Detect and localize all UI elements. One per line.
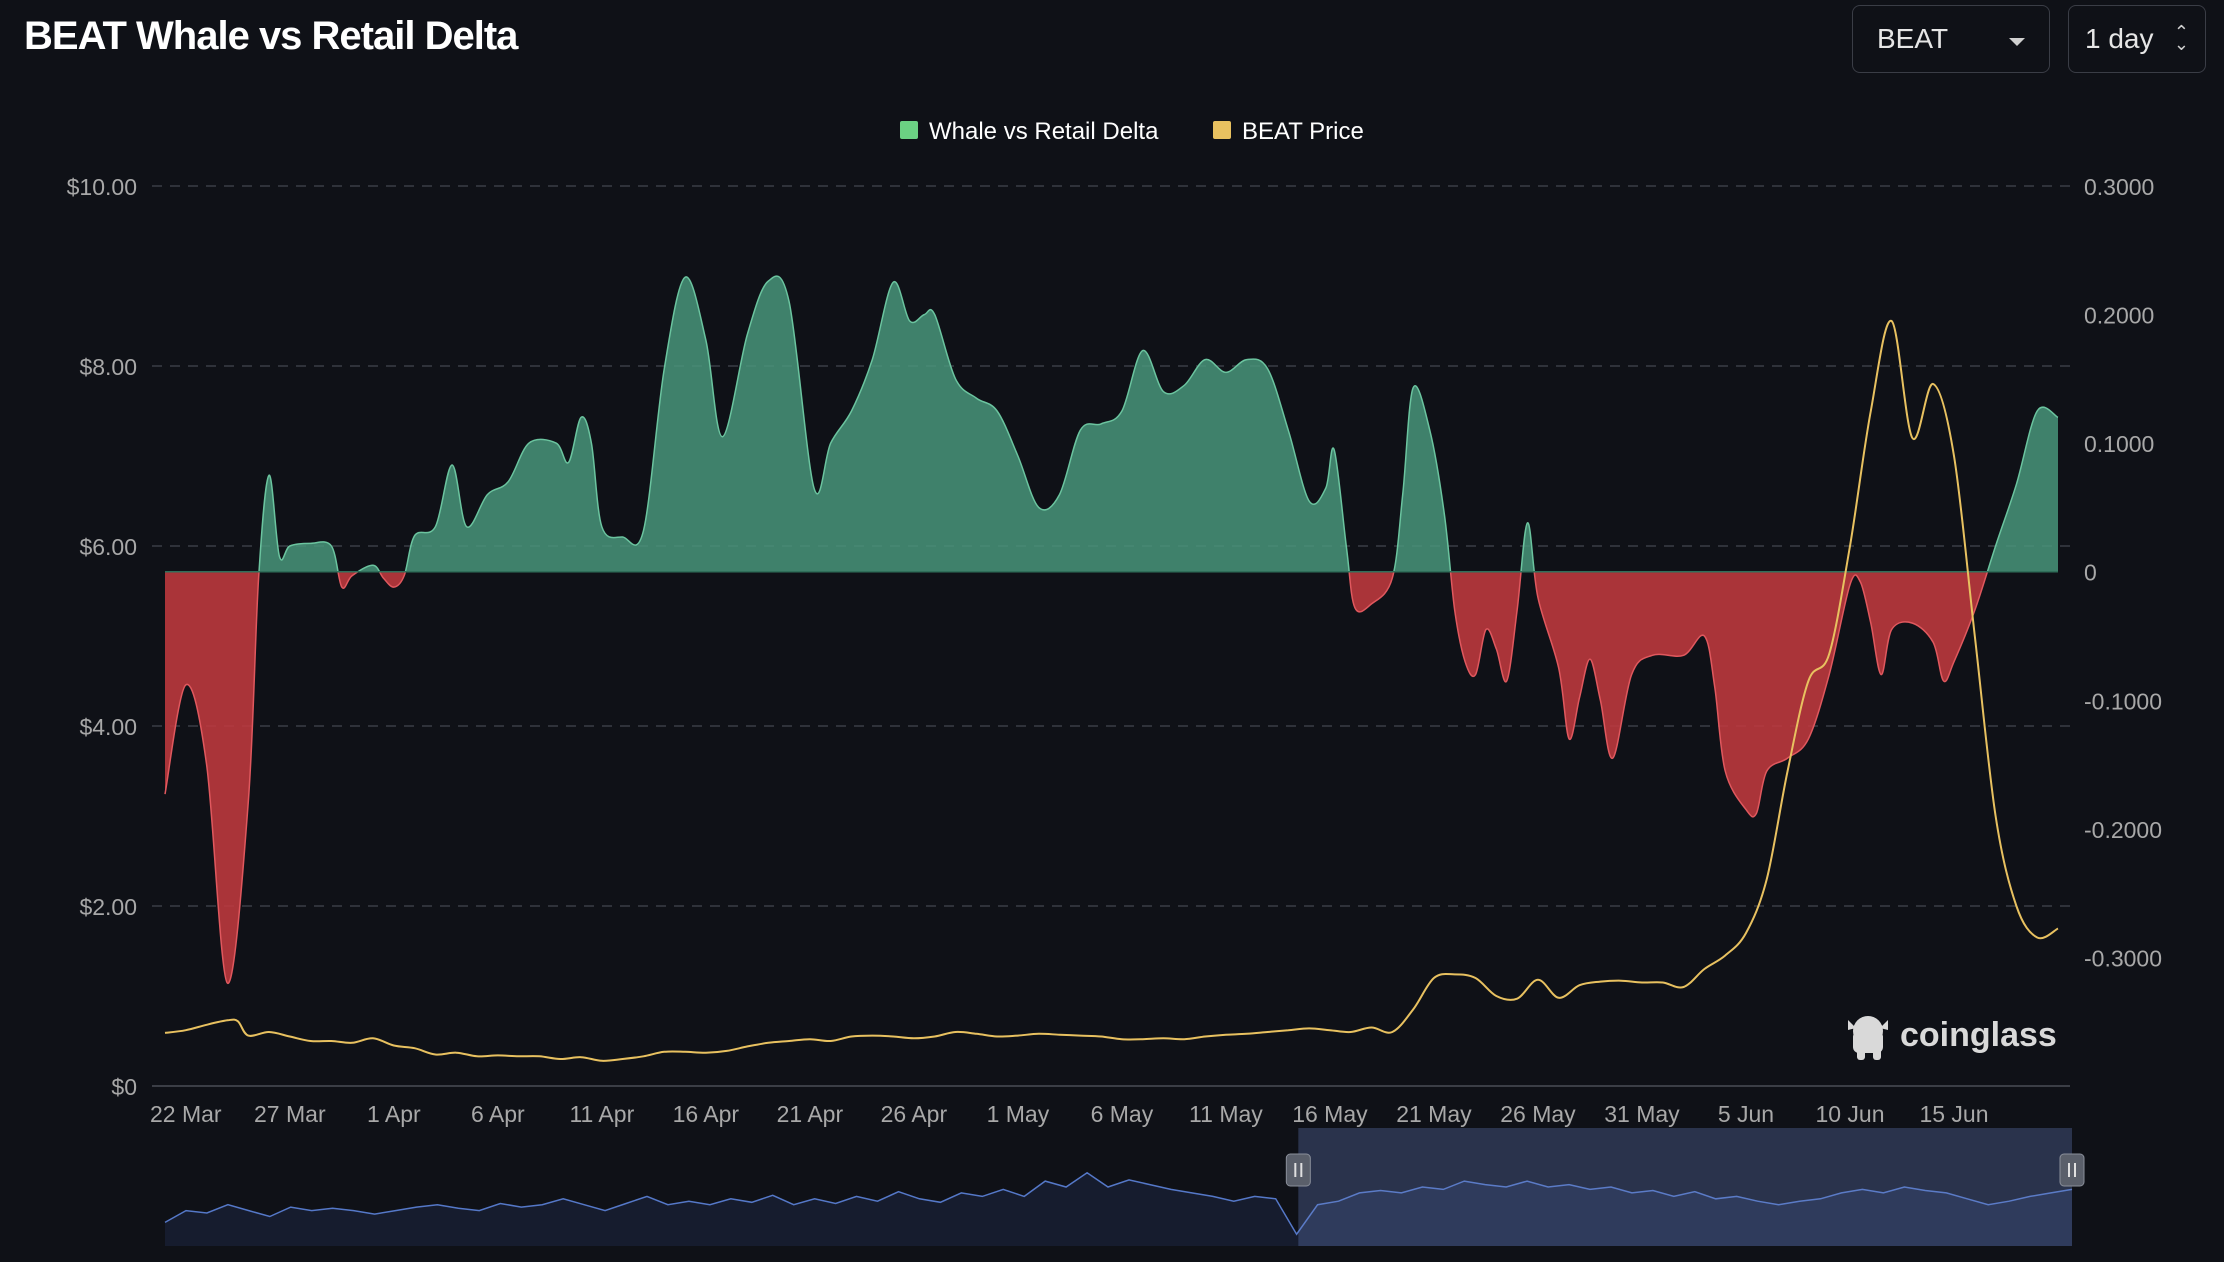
chevron-down-icon — [2009, 38, 2025, 46]
legend-item[interactable]: Whale vs Retail Delta — [900, 118, 1159, 145]
right-axis: -0.3000 -0.2000 -0.1000 0 0.1000 0.2000 0.3000 — [2084, 174, 2162, 971]
left-axis-tick-label: $8.00 — [79, 354, 137, 380]
delta-area-group — [164, 275, 2059, 984]
coinglass-logo-icon — [1848, 1016, 1888, 1060]
legend[interactable]: Whale vs Retail Delta BEAT Price — [900, 118, 1364, 145]
x-axis-tick-label: 6 May — [1091, 1101, 1154, 1127]
right-axis-tick-label: -0.1000 — [2084, 688, 2162, 714]
interval-select[interactable]: 1 day ⌃ ⌄ — [2068, 5, 2206, 73]
left-axis-tick-label: $2.00 — [79, 894, 137, 920]
range-navigator[interactable] — [164, 1128, 2085, 1246]
updown-chevron-icon: ⌃ ⌄ — [2173, 22, 2189, 54]
x-axis-tick-label: 31 May — [1604, 1101, 1680, 1127]
page-title: BEAT Whale vs Retail Delta — [24, 14, 518, 58]
left-axis-tick-label: $0 — [111, 1074, 137, 1100]
drag-handle-icon — [2059, 1153, 2085, 1187]
x-axis-tick-label: 6 Apr — [471, 1101, 525, 1127]
x-axis-tick-label: 15 Jun — [1919, 1101, 1988, 1127]
left-axis-tick-label: $6.00 — [79, 534, 137, 560]
right-axis-tick-label: 0.3000 — [2084, 174, 2154, 200]
x-axis-tick-label: 1 May — [987, 1101, 1050, 1127]
legend-label: Whale vs Retail Delta — [929, 118, 1159, 145]
navigator-area — [165, 1172, 2072, 1246]
legend-label: BEAT Price — [1242, 118, 1364, 145]
x-axis-tick-label: 16 May — [1292, 1101, 1368, 1127]
price-line-group — [164, 319, 2059, 1062]
x-axis-tick-label: 27 Mar — [254, 1101, 326, 1127]
legend-swatch — [1213, 121, 1231, 139]
left-axis-tick-label: $10.00 — [67, 174, 137, 200]
x-axis-tick-label: 16 Apr — [673, 1101, 740, 1127]
watermark-text: coinglass — [1900, 1016, 2057, 1054]
watermark: coinglass — [1848, 1016, 2057, 1060]
delta-negative-area — [165, 571, 1988, 984]
legend-item[interactable]: BEAT Price — [1213, 118, 1364, 145]
x-axis-tick-label: 21 May — [1396, 1101, 1472, 1127]
navigator-line — [164, 1171, 2073, 1236]
x-axis-tick-label: 11 Apr — [569, 1101, 634, 1127]
price-line — [164, 319, 2059, 1062]
left-axis: $0 $2.00 $4.00 $6.00 $8.00 $10.00 — [67, 174, 137, 1100]
coin-select[interactable]: BEAT — [1852, 5, 2050, 73]
navigator-handle-left[interactable] — [1285, 1153, 1311, 1187]
right-axis-tick-label: 0.2000 — [2084, 303, 2154, 329]
drag-handle-icon — [1285, 1153, 1311, 1187]
navigator-handle-right[interactable] — [2059, 1153, 2085, 1187]
right-axis-tick-label: -0.2000 — [2084, 817, 2162, 843]
x-axis-tick-label: 10 Jun — [1815, 1101, 1884, 1127]
left-axis-tick-label: $4.00 — [79, 714, 137, 740]
x-axis-tick-label: 26 Apr — [881, 1101, 948, 1127]
right-axis-tick-label: 0 — [2084, 560, 2097, 586]
x-axis-tick-label: 26 May — [1500, 1101, 1576, 1127]
x-axis-tick-label: 22 Mar — [150, 1101, 222, 1127]
legend-swatch — [900, 121, 918, 139]
interval-select-value: 1 day — [2085, 23, 2154, 54]
x-axis-tick-label: 21 Apr — [777, 1101, 844, 1127]
right-axis-tick-label: 0.1000 — [2084, 431, 2154, 457]
right-axis-tick-label: -0.3000 — [2084, 945, 2162, 971]
x-axis-tick-label: 5 Jun — [1718, 1101, 1774, 1127]
navigator-selection[interactable] — [1298, 1128, 2072, 1246]
delta-positive-area — [165, 276, 2058, 572]
x-axis-tick-label: 11 May — [1189, 1101, 1263, 1127]
delta-positive-line — [258, 275, 2059, 572]
coin-select-value: BEAT — [1877, 23, 1949, 54]
x-axis-tick-label: 1 Apr — [367, 1101, 421, 1127]
delta-negative-line — [164, 571, 1989, 984]
x-axis: 22 Mar 27 Mar 1 Apr 6 Apr 11 Apr 16 Apr 21 Apr… — [150, 1101, 1989, 1127]
